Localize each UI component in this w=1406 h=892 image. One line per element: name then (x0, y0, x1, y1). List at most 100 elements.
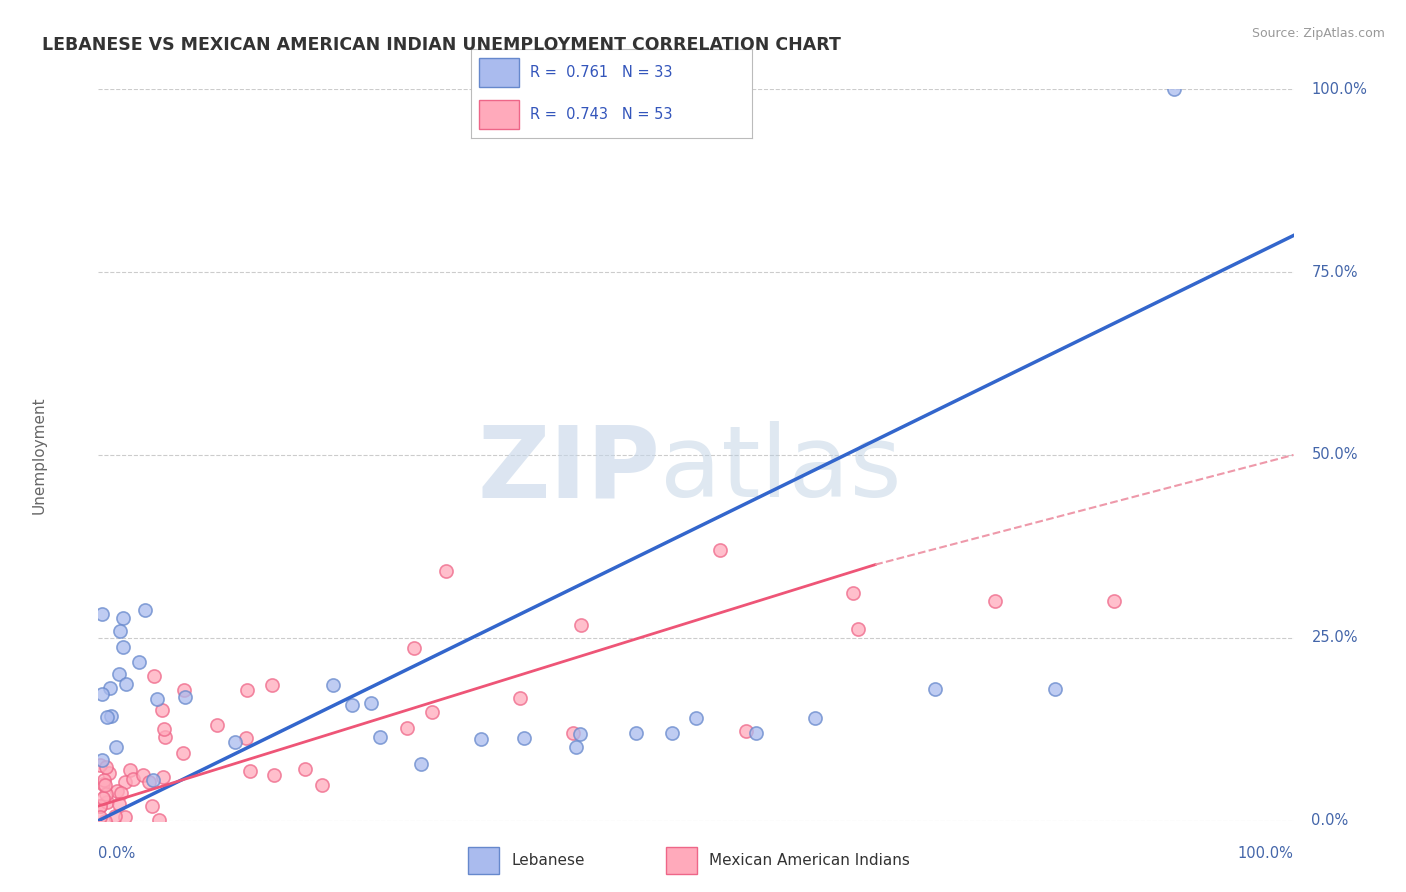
Point (134, 603, 156, 617)
Point (112, 611, 135, 625)
Point (340, 698, 363, 713)
Point (89, 799, 111, 814)
Point (114, 775, 136, 789)
Bar (468, 847, 499, 874)
Point (924, 681, 946, 696)
Point (236, 683, 259, 698)
Point (1104, 594, 1126, 608)
Text: Lebanese: Lebanese (512, 854, 585, 868)
Point (984, 594, 1007, 608)
Point (565, 740, 588, 755)
Text: LEBANESE VS MEXICAN AMERICAN INDIAN UNEMPLOYMENT CORRELATION CHART: LEBANESE VS MEXICAN AMERICAN INDIAN UNEM… (42, 36, 841, 54)
Bar (479, 58, 519, 87)
Point (100, 709, 122, 723)
Point (1163, 82, 1185, 96)
Point (804, 711, 827, 725)
Point (153, 730, 176, 744)
Point (709, 543, 731, 558)
Point (96, 795, 118, 809)
Point (96, 710, 118, 724)
Point (152, 722, 174, 736)
Point (411, 757, 433, 772)
Text: 0.0%: 0.0% (1312, 814, 1348, 828)
Point (173, 682, 195, 697)
Point (89, 757, 111, 772)
Point (104, 809, 127, 823)
Point (89, 810, 111, 824)
Point (91, 791, 114, 805)
Text: Source: ZipAtlas.com: Source: ZipAtlas.com (1251, 27, 1385, 40)
Point (470, 731, 492, 746)
Point (311, 779, 333, 793)
Point (143, 669, 166, 683)
Text: Mexican American Indians: Mexican American Indians (709, 854, 910, 868)
Point (141, 798, 163, 813)
Bar (479, 100, 519, 129)
Point (89, 799, 111, 814)
Point (368, 731, 391, 745)
Point (108, 797, 131, 812)
Text: Unemployment: Unemployment (31, 396, 46, 514)
Point (561, 725, 583, 739)
Point (172, 747, 194, 761)
Point (404, 640, 426, 655)
Point (262, 678, 284, 692)
Point (420, 705, 443, 719)
Point (842, 586, 865, 600)
Point (235, 731, 257, 745)
Text: 0.0%: 0.0% (98, 847, 135, 862)
Point (434, 564, 457, 578)
Point (569, 618, 592, 632)
Point (846, 622, 869, 636)
Point (146, 691, 169, 706)
Text: 100.0%: 100.0% (1237, 847, 1294, 862)
Text: 75.0%: 75.0% (1312, 265, 1358, 279)
Point (205, 717, 228, 731)
Point (322, 678, 344, 692)
Point (138, 774, 160, 789)
Point (98, 766, 121, 780)
Point (148, 813, 170, 827)
Point (513, 731, 536, 745)
Point (239, 764, 262, 778)
Point (93, 772, 115, 787)
Point (98, 681, 121, 696)
Point (91, 753, 114, 767)
Point (94, 760, 117, 774)
Point (142, 772, 165, 787)
Point (91, 607, 114, 621)
Point (104, 739, 127, 754)
Text: R =  0.761   N = 33: R = 0.761 N = 33 (530, 65, 672, 80)
Point (110, 786, 132, 800)
Text: 100.0%: 100.0% (1312, 82, 1367, 96)
Point (152, 770, 174, 784)
Point (105, 784, 128, 798)
Point (509, 691, 531, 706)
Point (115, 677, 138, 691)
Text: 25.0%: 25.0% (1312, 631, 1358, 645)
Point (122, 772, 145, 786)
Point (118, 763, 141, 777)
Point (132, 768, 155, 782)
Point (94, 814, 117, 828)
Point (224, 735, 246, 749)
Point (108, 667, 131, 681)
Point (661, 726, 683, 740)
Point (112, 640, 135, 654)
Point (91, 687, 114, 701)
Point (263, 768, 285, 782)
Point (150, 703, 173, 717)
Point (685, 711, 707, 725)
Point (114, 810, 136, 824)
Text: atlas: atlas (661, 421, 901, 518)
Point (91, 777, 114, 791)
Point (128, 655, 150, 669)
Bar (666, 847, 697, 874)
Point (108, 624, 131, 638)
Point (735, 724, 758, 739)
Point (626, 726, 648, 740)
Text: R =  0.743   N = 53: R = 0.743 N = 53 (530, 107, 672, 122)
Point (395, 721, 418, 735)
Text: ZIP: ZIP (477, 421, 661, 518)
Point (360, 696, 382, 710)
